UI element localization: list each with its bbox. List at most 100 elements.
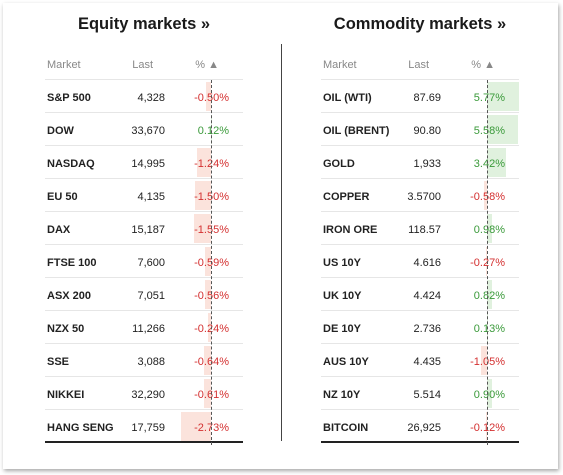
change-bar-negative: [204, 280, 211, 309]
last-price: 4.424: [413, 290, 441, 302]
last-price: 2.736: [413, 323, 441, 335]
market-name: BITCOIN: [323, 422, 369, 434]
table-row[interactable]: HANG SENG 17,759 -2.73%: [45, 410, 243, 443]
market-name: EU 50: [47, 191, 78, 203]
market-name: UK 10Y: [323, 290, 362, 302]
last-price: 4.435: [413, 356, 441, 368]
table-row[interactable]: S&P 500 4,328 -0.50%: [45, 80, 243, 113]
change-bar-positive: [487, 148, 506, 177]
market-name: FTSE 100: [47, 257, 97, 269]
change-bar-positive: [487, 115, 518, 144]
change-bar-negative: [205, 82, 211, 111]
change-bar-positive: [487, 214, 493, 243]
last-price: 14,995: [131, 158, 165, 170]
table-row[interactable]: DOW 33,670 0.12%: [45, 113, 243, 146]
table-row[interactable]: GOLD 1,933 3.42%: [321, 146, 519, 179]
percent-change: 3.42%: [473, 158, 505, 170]
change-bar-positive: [487, 280, 492, 309]
percent-change: 5.77%: [473, 92, 505, 104]
last-price: 118.57: [408, 224, 441, 236]
table-row[interactable]: AUS 10Y 4.435 -1.05%: [321, 344, 519, 377]
change-bar-positive: [487, 82, 519, 111]
last-price: 5.514: [413, 389, 441, 401]
table-row[interactable]: ASX 200 7,051 -0.56%: [45, 278, 243, 311]
table-row[interactable]: NIKKEI 32,290 -0.61%: [45, 377, 243, 410]
market-name: IRON ORE: [323, 224, 378, 236]
change-bar-negative: [203, 346, 211, 375]
equity-table-header: Market Last % ▲: [45, 47, 243, 80]
commodity-markets-link[interactable]: Commodity markets »: [333, 15, 507, 33]
market-name: NASDAQ: [47, 158, 95, 170]
table-row[interactable]: DAX 15,187 -1.55%: [45, 212, 243, 245]
last-price: 4,135: [137, 191, 165, 203]
column-header-last[interactable]: Last: [132, 59, 153, 71]
commodity-table: Market Last % ▲ OIL (WTI) 87.69 5.77% OIL (…: [321, 47, 519, 445]
panel-divider: [281, 44, 282, 441]
change-bar-negative: [485, 247, 487, 276]
markets-widget: Equity markets » Market Last % ▲ S&P 500…: [3, 3, 558, 469]
percent-change: 0.82%: [473, 290, 505, 302]
table-row[interactable]: DE 10Y 2.736 0.13%: [321, 311, 519, 344]
market-name: ASX 200: [47, 290, 92, 302]
market-name: DE 10Y: [323, 323, 361, 335]
last-price: 87.69: [413, 92, 441, 104]
last-price: 4,328: [137, 92, 165, 104]
table-row[interactable]: BITCOIN 26,925 -0.12%: [321, 410, 519, 443]
change-bar-negative: [204, 379, 211, 408]
last-price: 7,600: [137, 257, 165, 269]
equity-zero-line: [211, 80, 212, 445]
column-header-market[interactable]: Market: [47, 59, 81, 71]
column-header-pct[interactable]: % ▲: [471, 59, 495, 71]
change-bar-negative: [180, 412, 211, 441]
column-header-pct[interactable]: % ▲: [195, 59, 219, 71]
last-price: 7,051: [137, 290, 165, 302]
market-name: NZX 50: [47, 323, 85, 335]
change-bar-negative: [197, 148, 211, 177]
table-row[interactable]: COPPER 3.5700 -0.58%: [321, 179, 519, 212]
market-name: NZ 10Y: [323, 389, 361, 401]
last-price: 4.616: [413, 257, 441, 269]
commodity-table-header: Market Last % ▲: [321, 47, 519, 80]
market-name: NIKKEI: [47, 389, 85, 401]
equity-table: Market Last % ▲ S&P 500 4,328 -0.50% DOW 33,…: [45, 47, 243, 445]
last-price: 32,290: [131, 389, 165, 401]
table-row[interactable]: IRON ORE 118.57 0.98%: [321, 212, 519, 245]
change-bar-negative: [194, 181, 211, 210]
change-bar-negative: [204, 247, 211, 276]
change-bar-negative: [486, 412, 487, 441]
last-price: 1,933: [413, 158, 441, 170]
last-price: 3,088: [137, 356, 165, 368]
market-name: GOLD: [323, 158, 355, 170]
table-row[interactable]: NZ 10Y 5.514 0.90%: [321, 377, 519, 410]
last-price: 33,670: [131, 125, 165, 137]
table-row[interactable]: OIL (BRENT) 90.80 5.58%: [321, 113, 519, 146]
commodity-rows: OIL (WTI) 87.69 5.77% OIL (BRENT) 90.80 5.58%…: [321, 80, 519, 443]
table-row[interactable]: EU 50 4,135 -1.50%: [45, 179, 243, 212]
market-name: COPPER: [323, 191, 370, 203]
table-row[interactable]: FTSE 100 7,600 -0.59%: [45, 245, 243, 278]
last-price: 17,759: [131, 422, 165, 434]
change-bar-negative: [483, 181, 487, 210]
column-header-last[interactable]: Last: [408, 59, 429, 71]
percent-change: 5.58%: [473, 125, 505, 137]
last-price: 26,925: [407, 422, 441, 434]
change-bar-positive: [487, 379, 492, 408]
last-price: 15,187: [131, 224, 165, 236]
change-bar-negative: [193, 214, 211, 243]
equity-markets-link[interactable]: Equity markets »: [77, 15, 211, 33]
column-header-market[interactable]: Market: [323, 59, 357, 71]
table-row[interactable]: UK 10Y 4.424 0.82%: [321, 278, 519, 311]
change-bar-negative: [208, 313, 211, 342]
market-name: OIL (WTI): [323, 92, 372, 104]
table-row[interactable]: NASDAQ 14,995 -1.24%: [45, 146, 243, 179]
commodity-zero-line: [487, 80, 488, 445]
percent-change: 0.90%: [473, 389, 505, 401]
table-row[interactable]: SSE 3,088 -0.64%: [45, 344, 243, 377]
table-row[interactable]: US 10Y 4.616 -0.27%: [321, 245, 519, 278]
table-row[interactable]: NZX 50 11,266 -0.24%: [45, 311, 243, 344]
percent-change: 0.98%: [473, 224, 505, 236]
last-price: 11,266: [132, 323, 165, 335]
change-bar-negative: [481, 346, 487, 375]
table-row[interactable]: OIL (WTI) 87.69 5.77%: [321, 80, 519, 113]
market-name: SSE: [47, 356, 70, 368]
